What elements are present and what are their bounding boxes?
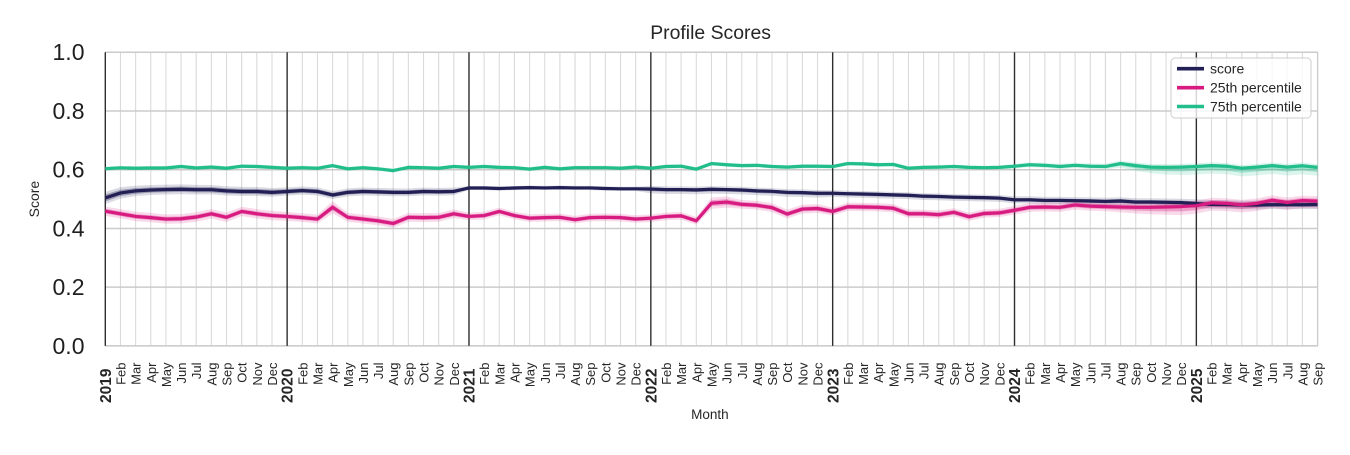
svg-text:2024: 2024 xyxy=(1007,368,1024,403)
svg-text:Oct: Oct xyxy=(780,362,795,383)
svg-text:Aug: Aug xyxy=(386,363,401,386)
svg-text:Aug: Aug xyxy=(204,363,219,386)
svg-text:Mar: Mar xyxy=(129,362,144,385)
svg-text:Jul: Jul xyxy=(553,362,568,379)
svg-text:2021: 2021 xyxy=(462,368,479,403)
svg-text:Apr: Apr xyxy=(1053,362,1068,383)
svg-text:Apr: Apr xyxy=(689,362,704,383)
svg-text:Jul: Jul xyxy=(1280,362,1295,379)
svg-text:May: May xyxy=(523,362,538,387)
svg-text:Jun: Jun xyxy=(720,363,735,384)
svg-text:Feb: Feb xyxy=(841,363,856,385)
svg-text:Jun: Jun xyxy=(538,363,553,384)
svg-text:1.0: 1.0 xyxy=(53,39,85,65)
svg-text:Nov: Nov xyxy=(1159,362,1174,386)
svg-text:Dec: Dec xyxy=(265,362,280,386)
svg-text:Mar: Mar xyxy=(492,362,507,385)
svg-text:Apr: Apr xyxy=(871,362,886,383)
svg-text:Aug: Aug xyxy=(1295,363,1310,386)
svg-text:Nov: Nov xyxy=(795,362,810,386)
svg-text:Oct: Oct xyxy=(235,362,250,383)
svg-text:Sep: Sep xyxy=(1129,363,1144,386)
svg-text:Jul: Jul xyxy=(917,362,932,379)
svg-text:2022: 2022 xyxy=(643,369,660,403)
svg-text:Aug: Aug xyxy=(568,363,583,386)
svg-text:Apr: Apr xyxy=(144,362,159,383)
svg-text:Jun: Jun xyxy=(1265,363,1280,384)
svg-text:May: May xyxy=(341,362,356,387)
svg-text:May: May xyxy=(886,362,901,387)
svg-text:Jun: Jun xyxy=(174,363,189,384)
svg-text:Jun: Jun xyxy=(356,363,371,384)
svg-text:Nov: Nov xyxy=(977,362,992,386)
svg-text:Feb: Feb xyxy=(113,363,128,385)
svg-text:75th percentile: 75th percentile xyxy=(1210,99,1302,115)
svg-text:Mar: Mar xyxy=(674,362,689,385)
svg-text:Jun: Jun xyxy=(901,363,916,384)
svg-text:May: May xyxy=(1068,362,1083,387)
svg-text:25th percentile: 25th percentile xyxy=(1210,80,1302,96)
svg-text:Feb: Feb xyxy=(295,363,310,385)
svg-text:Nov: Nov xyxy=(250,362,265,386)
svg-text:Dec: Dec xyxy=(811,362,826,386)
svg-text:Feb: Feb xyxy=(1205,363,1220,385)
svg-text:Jul: Jul xyxy=(735,362,750,379)
svg-text:0.2: 0.2 xyxy=(53,274,85,300)
svg-text:Feb: Feb xyxy=(477,363,492,385)
svg-text:Oct: Oct xyxy=(417,362,432,383)
svg-text:Aug: Aug xyxy=(932,363,947,386)
svg-text:0.0: 0.0 xyxy=(53,333,85,359)
svg-text:Sep: Sep xyxy=(220,363,235,386)
svg-text:Jul: Jul xyxy=(371,362,386,379)
svg-text:Apr: Apr xyxy=(507,362,522,383)
svg-text:Sep: Sep xyxy=(583,363,598,386)
svg-text:0.4: 0.4 xyxy=(53,215,85,241)
svg-text:Mar: Mar xyxy=(856,362,871,385)
svg-text:2023: 2023 xyxy=(825,368,842,403)
svg-text:Mar: Mar xyxy=(1220,362,1235,385)
svg-text:2020: 2020 xyxy=(280,369,297,403)
svg-text:Oct: Oct xyxy=(598,362,613,383)
svg-text:Jul: Jul xyxy=(1098,362,1113,379)
svg-text:Jun: Jun xyxy=(1083,363,1098,384)
svg-text:2025: 2025 xyxy=(1189,368,1206,403)
svg-text:Feb: Feb xyxy=(659,363,674,385)
svg-text:score: score xyxy=(1210,61,1244,77)
svg-text:Dec: Dec xyxy=(992,362,1007,386)
svg-text:Oct: Oct xyxy=(1144,362,1159,383)
svg-text:Nov: Nov xyxy=(614,362,629,386)
svg-text:Dec: Dec xyxy=(447,362,462,386)
svg-text:Apr: Apr xyxy=(1235,362,1250,383)
svg-text:0.8: 0.8 xyxy=(53,98,85,124)
svg-text:Dec: Dec xyxy=(629,362,644,386)
svg-text:2019: 2019 xyxy=(98,368,115,403)
svg-text:May: May xyxy=(1250,362,1265,387)
svg-text:Nov: Nov xyxy=(432,362,447,386)
svg-text:Sep: Sep xyxy=(947,363,962,386)
svg-text:Score: Score xyxy=(26,181,42,218)
svg-text:Aug: Aug xyxy=(750,363,765,386)
svg-text:Mar: Mar xyxy=(310,362,325,385)
svg-text:May: May xyxy=(704,362,719,387)
svg-text:Mar: Mar xyxy=(1038,362,1053,385)
svg-text:Month: Month xyxy=(691,407,729,422)
svg-text:Sep: Sep xyxy=(401,363,416,386)
svg-text:Aug: Aug xyxy=(1114,363,1129,386)
svg-text:May: May xyxy=(159,362,174,387)
svg-text:Jul: Jul xyxy=(189,362,204,379)
svg-text:0.6: 0.6 xyxy=(53,157,85,183)
svg-text:Sep: Sep xyxy=(1311,363,1326,386)
svg-text:Profile Scores: Profile Scores xyxy=(650,22,771,44)
svg-text:Oct: Oct xyxy=(962,362,977,383)
svg-text:Sep: Sep xyxy=(765,363,780,386)
svg-text:Feb: Feb xyxy=(1023,363,1038,385)
svg-text:Dec: Dec xyxy=(1174,362,1189,386)
svg-text:Apr: Apr xyxy=(326,362,341,383)
